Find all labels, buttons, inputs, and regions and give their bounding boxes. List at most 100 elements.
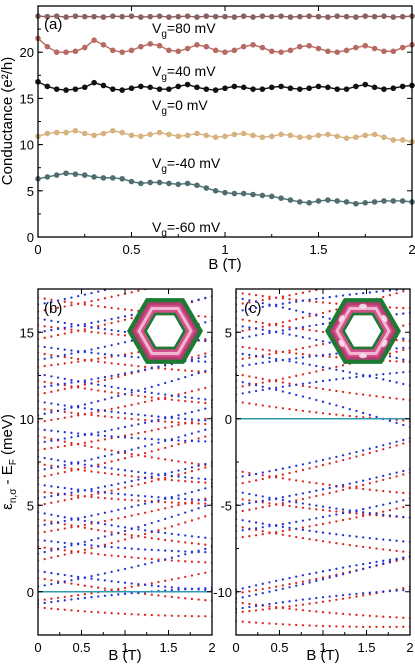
c-level-dot [402, 269, 404, 271]
c-level-dot [375, 512, 378, 516]
c-level-dot [321, 522, 325, 526]
b-level-dot [143, 523, 147, 527]
c-level-dot [254, 327, 258, 330]
b-level-dot [164, 381, 167, 385]
series-point [128, 13, 135, 19]
b-level-dot [50, 375, 53, 378]
b-level-dot [43, 408, 46, 411]
c-level-dot [375, 560, 378, 564]
hexagon-density-peak [381, 314, 388, 323]
series-label-sub: g [161, 29, 167, 40]
b-level-dot [63, 321, 66, 325]
c-level-dot [241, 345, 244, 349]
b-level-dot [77, 496, 80, 499]
c-level-dot [315, 300, 318, 304]
b-level-dot [143, 499, 147, 503]
c-level-dot [308, 337, 311, 340]
c-level-dot [268, 322, 271, 326]
b-level-dot [77, 488, 80, 491]
c-level-dot [275, 468, 278, 472]
b-level-dot [43, 601, 46, 605]
c-level-dot [281, 477, 284, 480]
b-level-dot [77, 302, 80, 305]
c-level-dot [308, 525, 311, 528]
c-level-dot [248, 594, 251, 598]
c-level-dot [268, 349, 271, 352]
b-level-dot [177, 479, 180, 482]
b-level-dot [43, 373, 46, 377]
c-level-dot [315, 460, 318, 463]
b-level-dot [83, 526, 86, 529]
c-level-dot [382, 548, 385, 551]
b-level-dot [90, 464, 93, 467]
series-point [297, 134, 303, 141]
b-level-dot [164, 446, 167, 450]
b-level-dot [123, 363, 127, 366]
series-point [100, 42, 107, 48]
b-level-dot [170, 478, 173, 482]
c-level-dot [281, 623, 284, 626]
b-level-dot [43, 519, 46, 522]
c-level-dot [301, 463, 305, 466]
b-level-dot [110, 410, 113, 413]
series-point [184, 180, 191, 187]
b-level-dot [150, 537, 153, 540]
c-level-dot [362, 562, 365, 566]
b-level-dot [184, 597, 187, 600]
series-point [353, 134, 359, 141]
b-level-dot [77, 609, 80, 613]
b-level-dot [70, 322, 73, 326]
c-level-dot [268, 607, 271, 611]
c-level-dot [281, 498, 284, 502]
b-level-dot [171, 272, 173, 274]
b-level-dot [137, 504, 140, 507]
b-level-dot [150, 521, 153, 525]
c-level-dot [301, 325, 305, 329]
b-level-dot [117, 386, 120, 390]
c-level-dot [261, 587, 264, 591]
c-level-dot [362, 567, 365, 571]
series-point [212, 13, 219, 20]
b-level-dot [43, 412, 46, 415]
b-level-dot [103, 438, 107, 441]
b-level-dot [117, 525, 120, 528]
b-level-dot [97, 408, 100, 412]
c-level-dot [328, 532, 331, 535]
c-level-dot [355, 372, 358, 375]
c-level-dot [248, 473, 251, 477]
series-label-rest: =80 mV [167, 20, 216, 36]
c-level-dot [355, 292, 358, 296]
b-level-dot [56, 500, 60, 503]
c-level-dot [375, 590, 378, 594]
series-point [315, 13, 322, 20]
c-level-dot [395, 507, 398, 510]
b-level-dot [157, 457, 160, 460]
series-point [381, 13, 387, 19]
c-level-dot [395, 549, 398, 553]
b-level-dot [190, 410, 194, 414]
b-level-dot [90, 411, 93, 415]
b-level-dot [123, 481, 127, 484]
c-level-dot [328, 301, 331, 305]
c-level-dot [321, 624, 325, 628]
c-level-dot [288, 504, 291, 508]
b-level-dot [83, 381, 86, 384]
b-level-dot [177, 497, 180, 500]
b-level-dot [83, 576, 86, 579]
series-point [268, 84, 275, 91]
b-level-dot [110, 492, 113, 495]
b-level-dot [184, 421, 187, 425]
b-level-dot [123, 425, 127, 429]
b-level-dot [90, 575, 93, 578]
c-level-dot [281, 390, 284, 393]
c-level-dot [301, 526, 305, 529]
c-level-dot [315, 297, 318, 301]
b-level-dot [103, 611, 107, 614]
c-level-dot [342, 283, 344, 285]
b-level-dot [177, 443, 180, 446]
c-level-dot [355, 625, 358, 628]
b-level-dot [143, 400, 147, 404]
series-point [212, 188, 219, 194]
b-level-dot [177, 504, 180, 507]
b-level-dot [97, 544, 100, 548]
